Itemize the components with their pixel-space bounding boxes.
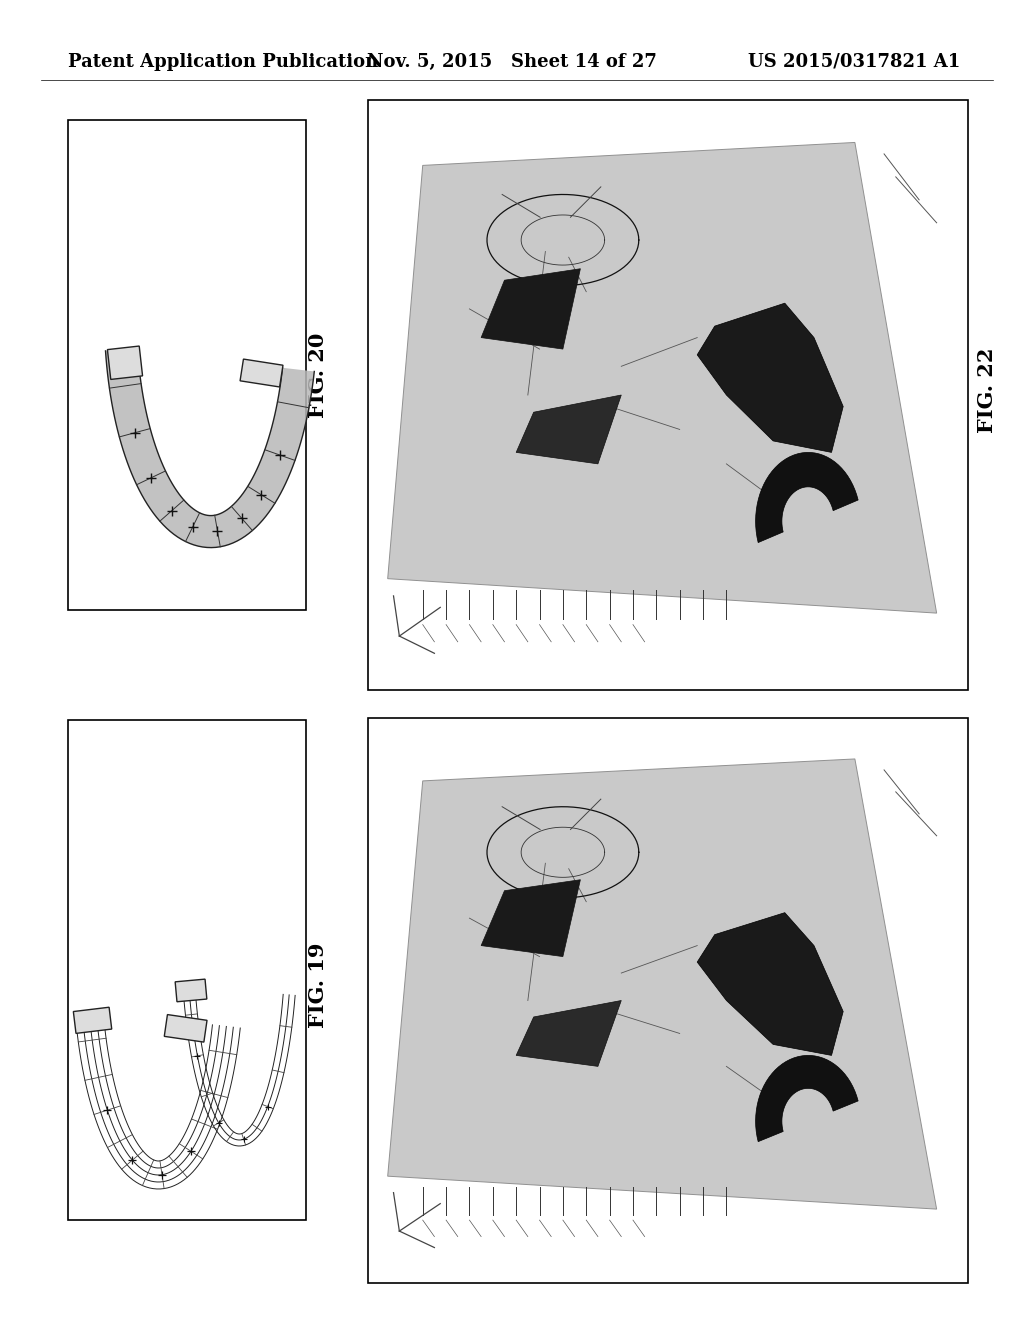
Polygon shape	[481, 879, 581, 957]
Text: Patent Application Publication: Patent Application Publication	[68, 53, 378, 71]
Bar	[368, 100, 968, 690]
Text: Nov. 5, 2015   Sheet 14 of 27: Nov. 5, 2015 Sheet 14 of 27	[367, 53, 657, 71]
Bar	[175, 979, 207, 1002]
Bar	[74, 1007, 112, 1034]
Text: FIG. 20: FIG. 20	[308, 333, 328, 417]
Polygon shape	[388, 759, 937, 1209]
Polygon shape	[388, 143, 937, 612]
Polygon shape	[697, 304, 843, 453]
Text: US 2015/0317821 A1: US 2015/0317821 A1	[748, 53, 961, 71]
Bar	[108, 346, 142, 379]
Polygon shape	[516, 1001, 622, 1067]
Text: FIG. 22: FIG. 22	[977, 347, 997, 433]
Polygon shape	[697, 912, 843, 1056]
Bar	[240, 359, 283, 387]
Polygon shape	[516, 395, 622, 463]
Polygon shape	[756, 453, 858, 543]
Bar	[368, 718, 968, 1283]
Polygon shape	[105, 348, 314, 548]
Bar	[68, 719, 306, 1220]
Text: FIG. 19: FIG. 19	[308, 942, 328, 1028]
Bar	[164, 1015, 207, 1041]
Polygon shape	[481, 269, 581, 348]
Bar	[68, 120, 306, 610]
Polygon shape	[756, 1056, 858, 1142]
